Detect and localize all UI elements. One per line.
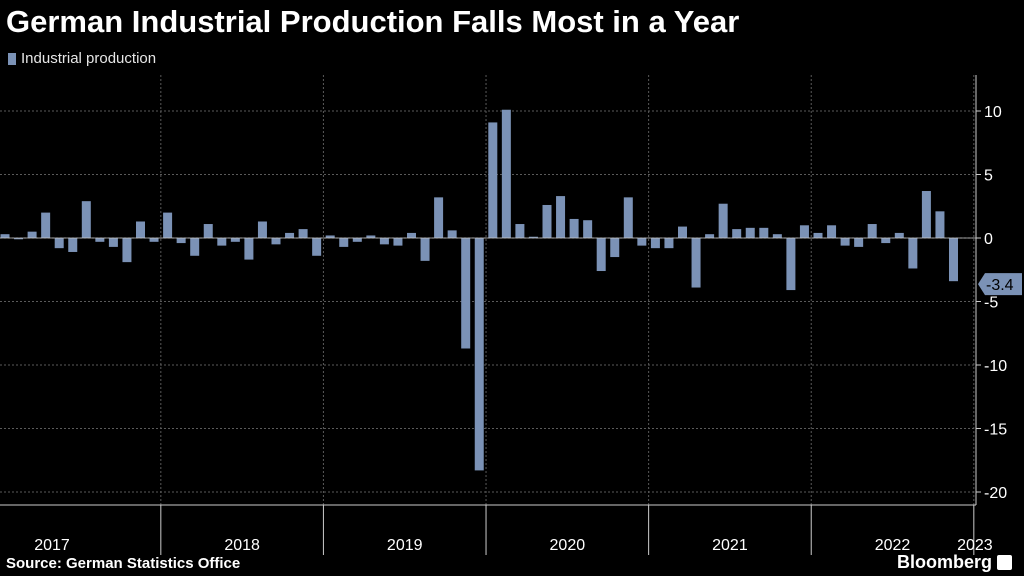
bar [799,225,809,238]
y-tick-label: -20 [984,485,1007,502]
bar [921,191,931,238]
x-tick-label: 2021 [712,537,748,554]
bar [528,236,538,238]
bar [136,221,145,238]
bar [718,203,728,238]
bar [691,238,701,288]
bar [190,238,200,256]
bar [949,238,958,282]
bar [407,232,416,238]
bar [420,238,430,261]
bar [366,235,376,238]
bloomberg-chart-icon [997,555,1012,570]
bar [854,238,864,247]
bar [393,238,403,246]
bar [827,225,837,238]
y-tick-label: 10 [984,104,1002,121]
bar [501,109,511,238]
bar [569,218,579,238]
bar [786,238,796,291]
bar [379,238,389,245]
bar [745,227,755,238]
y-tick-label: -10 [984,358,1007,375]
bar [447,230,457,238]
bar [678,226,687,238]
bar [705,234,715,238]
bar [230,238,240,242]
bar [149,238,159,242]
bar [108,238,118,247]
bar [244,238,254,260]
bar [257,221,267,238]
bar [637,238,647,246]
bar [298,229,308,238]
bar [203,224,213,238]
bar [881,238,891,244]
bar [935,211,945,238]
bar [772,234,782,238]
bar [434,197,444,238]
bar [285,232,295,238]
bar [54,238,64,249]
bar [14,238,24,240]
chart-title: German Industrial Production Falls Most … [6,4,740,39]
bar [894,232,904,238]
bar [217,238,227,246]
y-tick-label: -15 [984,422,1007,439]
x-tick-label: 2019 [387,537,423,554]
bar [95,238,105,242]
bar [325,235,335,238]
x-tick-label: 2017 [34,537,70,554]
y-tick-label: 0 [984,231,993,248]
bar [623,197,633,238]
y-tick-label: -5 [984,295,998,312]
bar [732,229,742,238]
legend-label: Industrial production [21,50,157,67]
bar [27,231,37,238]
bar [596,238,606,272]
bar [81,201,91,238]
bar [176,238,186,244]
bar [515,224,525,238]
bar [122,238,132,263]
bar [41,212,51,238]
bar [610,238,620,258]
bar [542,204,552,238]
x-tick-label: 2022 [875,537,911,554]
bar [556,196,566,238]
bar [488,122,498,238]
brand-logo: Bloomberg [896,552,992,572]
last-value-callout [978,273,1022,296]
legend: Industrial production [8,50,156,67]
x-tick-label: 2023 [957,537,993,554]
bar [68,238,78,252]
bar [840,238,850,246]
legend-swatch [8,52,16,65]
bar [759,227,769,238]
source-note: Source: German Statistics Office [6,555,241,572]
bar [461,238,471,349]
x-tick-label: 2020 [550,537,586,554]
bar [867,224,877,238]
bar [0,234,10,238]
bar [163,212,173,238]
bar [352,238,362,242]
bar [908,238,918,269]
bar [339,238,349,247]
bar [813,232,823,238]
y-tick-label: 5 [984,168,993,185]
last-value-label: -3.4 [986,277,1014,294]
x-tick-label: 2018 [224,537,260,554]
bar [474,238,484,471]
bar [583,220,593,238]
bar [271,238,281,245]
bar [650,238,660,249]
bar [664,238,674,249]
bar [312,238,322,256]
